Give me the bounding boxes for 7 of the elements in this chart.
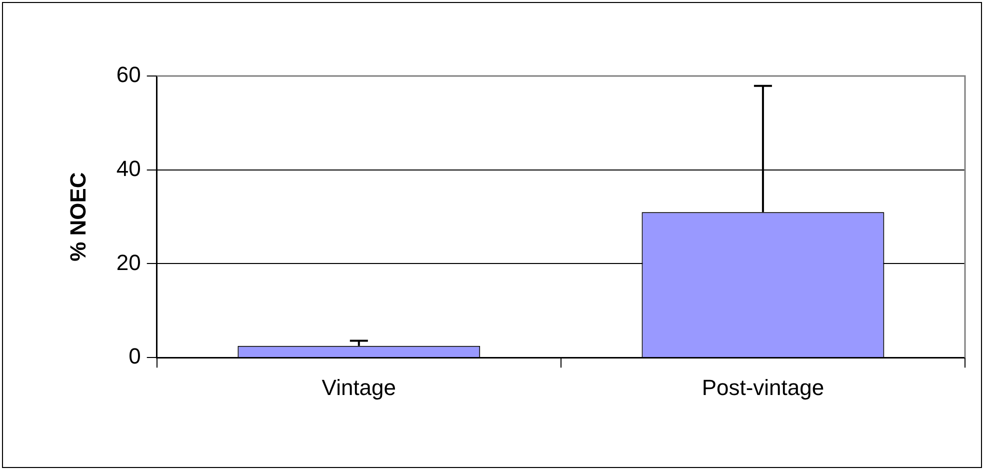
y-tick-label: 0 [128,344,141,369]
y-axis-title: % NOEC [65,172,90,262]
y-tick-label: 60 [116,62,141,88]
x-tick-label: Vintage [322,374,396,400]
x-tick-label: Post-vintage [702,374,824,400]
y-tick-label: 40 [116,156,141,181]
y-tick-label: 20 [116,250,141,275]
